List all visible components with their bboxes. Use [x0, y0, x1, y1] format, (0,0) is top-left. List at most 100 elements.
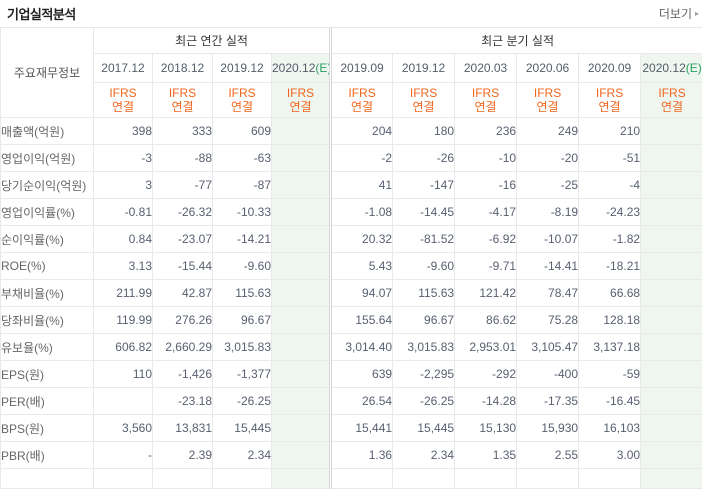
value-cell: -147	[392, 171, 456, 199]
row-label: 당좌비율(%)	[0, 306, 94, 334]
table-row: EPS(원) 110 -1,426 -1,377 639 -2,295 -292 -400 -5…	[0, 360, 702, 388]
row-label: ROE(%)	[0, 252, 94, 280]
value-cell: 609	[212, 117, 272, 145]
table-row: BPS(원) 3,560 13,831 15,445 15,441 15,445 15,13…	[0, 414, 702, 442]
row-label: 부채비율(%)	[0, 279, 94, 307]
value-cell: -17.35	[516, 387, 580, 415]
period-header: 2017.12	[93, 53, 153, 83]
chevron-right-icon: ▸	[694, 8, 699, 18]
value-cell: 0.84	[93, 225, 153, 253]
value-cell	[640, 252, 702, 280]
value-cell	[640, 360, 702, 388]
value-cell: -81.52	[392, 225, 456, 253]
table-row: 매출액(억원) 398 333 609 204 180 236 249 210	[0, 117, 702, 145]
row-label: 순이익률(%)	[0, 225, 94, 253]
value-cell	[270, 333, 332, 361]
period-header: 2020.12(E)	[640, 53, 702, 83]
value-cell	[93, 387, 153, 415]
value-cell	[270, 225, 332, 253]
period-label: 2020.09	[587, 61, 632, 75]
value-cell: 20.32	[329, 225, 394, 253]
period-header: 2018.12	[152, 53, 213, 83]
period-header: 2019.12	[392, 53, 456, 83]
value-cell	[270, 360, 332, 388]
row-label: PER(배)	[0, 387, 94, 415]
value-cell	[516, 468, 580, 489]
ifrs-standard-label: IFRS	[109, 86, 137, 100]
value-cell	[640, 117, 702, 145]
value-cell: 128.18	[578, 306, 642, 334]
value-cell: 211.99	[93, 279, 153, 307]
value-cell: 2.55	[516, 441, 580, 469]
table-row: ROE(%) 3.13 -15.44 -9.60 5.43 -9.60 -9.71 -14.4…	[0, 252, 702, 280]
ifrs-subheader: IFRS 연결	[392, 82, 456, 118]
ifrs-standard-label: IFRS	[658, 86, 686, 100]
value-cell: 96.67	[212, 306, 272, 334]
value-cell: -14.41	[516, 252, 580, 280]
row-label: EPS(원)	[0, 360, 94, 388]
period-label: 2019.12	[401, 61, 446, 75]
value-cell: 3,015.83	[212, 333, 272, 361]
row-label: PBR(배)	[0, 441, 94, 469]
value-cell: 66.68	[578, 279, 642, 307]
ifrs-consolidated-label: 연결	[474, 100, 497, 114]
value-cell: 2.34	[212, 441, 272, 469]
value-cell	[640, 414, 702, 442]
value-cell: -20	[516, 144, 580, 172]
value-cell: 1.35	[454, 441, 518, 469]
ifrs-subheader: IFRS 연결	[640, 82, 702, 118]
period-label: 2019.12	[220, 61, 264, 75]
value-cell	[270, 171, 332, 199]
value-cell: -14.28	[454, 387, 518, 415]
value-cell	[270, 441, 332, 469]
value-cell: -1,377	[212, 360, 272, 388]
table-row: 영업이익(억원) -3 -88 -63 -2 -26 -10 -20 -51	[0, 144, 702, 172]
value-cell: 3.13	[93, 252, 153, 280]
table-row: 순이익률(%) 0.84 -23.07 -14.21 20.32 -81.52 -6.92-…	[0, 225, 702, 253]
ifrs-consolidated-label: 연결	[230, 100, 254, 114]
ifrs-standard-label: IFRS	[409, 86, 438, 100]
value-cell	[270, 306, 332, 334]
table-row: 부채비율(%) 211.99 42.87 115.63 94.07 115.63 121.4…	[0, 279, 702, 307]
value-cell: 1.36	[329, 441, 394, 469]
value-cell: 15,130	[454, 414, 518, 442]
value-cell: 3,015.83	[392, 333, 456, 361]
value-cell: 94.07	[329, 279, 394, 307]
period-header: 2019.09	[329, 53, 394, 83]
value-cell	[578, 468, 642, 489]
ifrs-standard-label: IFRS	[228, 86, 256, 100]
value-cell: 3,014.40	[329, 333, 394, 361]
value-cell	[640, 333, 702, 361]
value-cell: 2.34	[392, 441, 456, 469]
period-label: 2018.12	[160, 61, 205, 75]
value-cell: -26.25	[392, 387, 456, 415]
period-label: 2017.12	[101, 61, 145, 75]
more-link-label: 더보기	[658, 7, 692, 21]
ifrs-standard-label: IFRS	[168, 86, 197, 100]
period-label: 2020.06	[525, 61, 570, 75]
ifrs-standard-label: IFRS	[471, 86, 500, 100]
row-label: BPS(원)	[0, 414, 94, 442]
value-cell	[270, 414, 332, 442]
value-cell: 398	[93, 117, 153, 145]
value-cell: -8.19	[516, 198, 580, 226]
period-header: 2020.03	[454, 53, 518, 83]
value-cell: -	[93, 441, 153, 469]
value-cell: -63	[212, 144, 272, 172]
value-cell: 86.62	[454, 306, 518, 334]
table-row: 유보율(%) 606.82 2,660.29 3,015.83 3,014.40 3,01…	[0, 333, 702, 361]
value-cell	[640, 144, 702, 172]
value-cell: -4	[578, 171, 642, 199]
value-cell	[93, 468, 153, 489]
value-cell	[640, 171, 702, 199]
value-cell: -26	[392, 144, 456, 172]
value-cell: 15,441	[329, 414, 394, 442]
more-link[interactable]: 더보기 ▸	[659, 5, 699, 22]
ifrs-consolidated-label: 연결	[289, 100, 312, 114]
table-row: 영업이익률(%) -0.81 -26.32 -10.33 -1.08 -14.45 -4.1…	[0, 198, 702, 226]
value-cell: 110	[93, 360, 153, 388]
value-cell: -2	[329, 144, 394, 172]
value-cell: -6.92	[454, 225, 518, 253]
value-cell: -2,295	[392, 360, 456, 388]
